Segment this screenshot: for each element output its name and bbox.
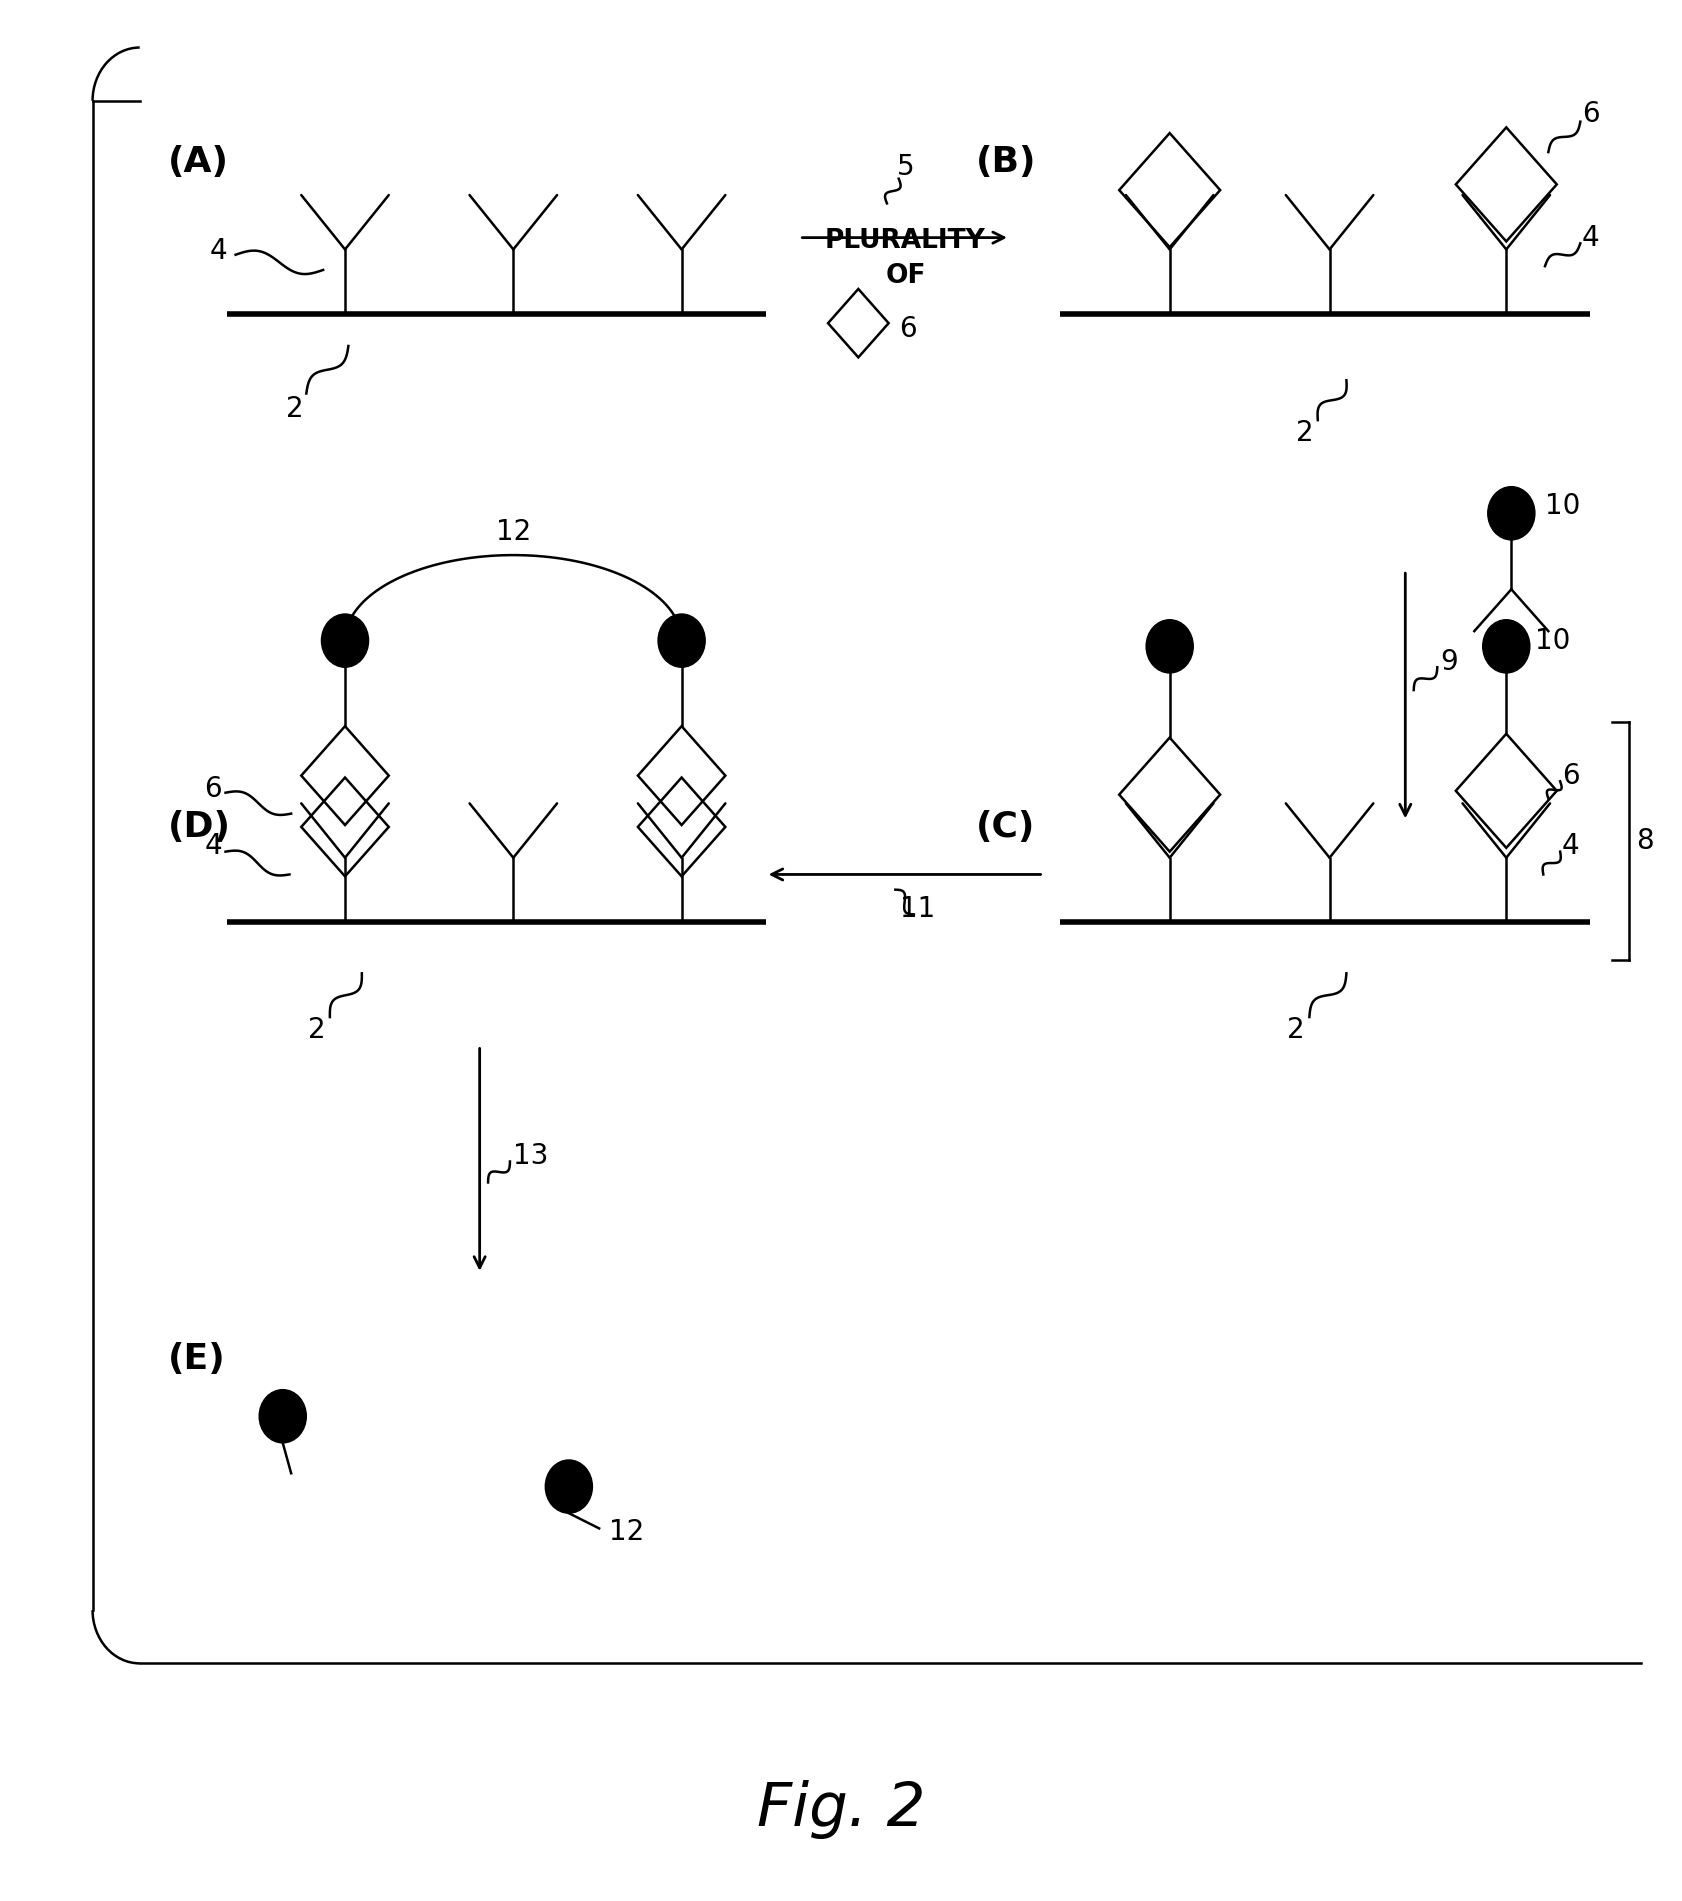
Text: 2: 2 [1295, 420, 1312, 447]
Text: (D): (D) [168, 810, 230, 844]
Circle shape [658, 614, 705, 667]
Text: 2: 2 [1287, 1017, 1304, 1044]
Text: 10: 10 [1534, 627, 1569, 654]
Text: 13: 13 [513, 1143, 548, 1169]
Text: 2: 2 [308, 1017, 325, 1044]
Text: 4: 4 [1581, 224, 1598, 251]
Text: 5: 5 [897, 154, 913, 181]
Circle shape [259, 1390, 306, 1443]
Text: 4: 4 [1561, 833, 1578, 859]
Text: Fig. 2: Fig. 2 [757, 1779, 925, 1840]
Text: 12: 12 [609, 1519, 644, 1546]
Text: 4: 4 [205, 833, 222, 859]
Text: (E): (E) [168, 1342, 225, 1376]
Text: 9: 9 [1440, 648, 1458, 675]
Text: 8: 8 [1635, 827, 1652, 855]
Text: (C): (C) [976, 810, 1034, 844]
Text: 6: 6 [898, 316, 915, 342]
Text: 4: 4 [210, 238, 227, 264]
Text: (A): (A) [168, 144, 229, 179]
Text: PLURALITY: PLURALITY [824, 228, 986, 255]
Text: 6: 6 [1581, 101, 1598, 127]
Text: 2: 2 [286, 395, 303, 422]
Text: 6: 6 [205, 776, 222, 802]
Circle shape [1482, 620, 1529, 673]
Text: 6: 6 [1561, 762, 1578, 789]
Circle shape [545, 1460, 592, 1513]
Text: 12: 12 [496, 519, 530, 546]
Text: 10: 10 [1544, 492, 1579, 519]
Text: 11: 11 [900, 895, 934, 922]
Circle shape [321, 614, 368, 667]
Circle shape [1145, 620, 1193, 673]
Text: OF: OF [885, 262, 925, 289]
Circle shape [1487, 487, 1534, 540]
Text: (B): (B) [976, 144, 1036, 179]
